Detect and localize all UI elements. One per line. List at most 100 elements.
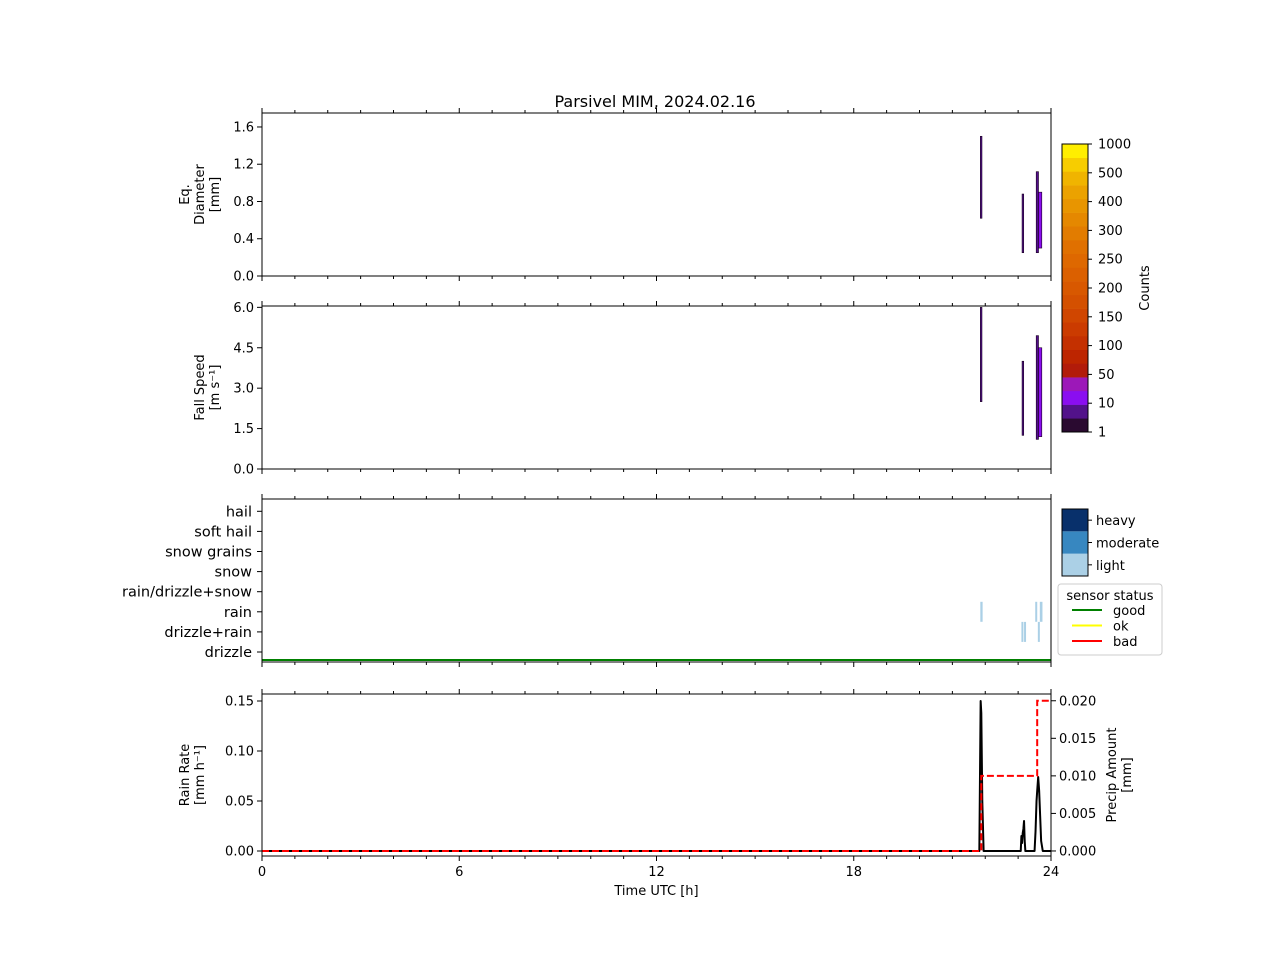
count-cell — [1038, 347, 1043, 437]
fall-speed-panel: 0.0 1.5 3.0 4.5 6.0 Fall Speed[m s⁻¹] — [193, 301, 1052, 478]
precip-type-cell — [980, 601, 983, 622]
axes-frame — [261, 112, 1052, 277]
colorbar-bin — [1062, 390, 1088, 405]
colorbar-bin — [1062, 267, 1088, 282]
colorbar-label: Counts — [1138, 265, 1153, 311]
colorbar-tick-label: 1000 — [1098, 138, 1131, 153]
colorbar-tick-label: 150 — [1098, 310, 1123, 325]
colorbar-tick-label: 50 — [1098, 368, 1115, 383]
colorbar-tick-label: 10 — [1098, 397, 1115, 412]
colorbar-bin — [1062, 253, 1088, 268]
precip-type-cell — [1037, 621, 1040, 642]
category-label: rain/drizzle+snow — [122, 585, 252, 601]
intensity-label-heavy: heavy — [1096, 514, 1136, 529]
y-tick-label: 6.0 — [233, 301, 254, 316]
x-tick-label: 24 — [1043, 865, 1060, 880]
count-cell — [980, 307, 983, 402]
colorbar-bin — [1062, 185, 1088, 200]
axes-frame — [261, 693, 1052, 857]
colorbar-bin — [1062, 281, 1088, 296]
y2-tick-label: 0.005 — [1059, 807, 1096, 822]
y-axis-label: Eq.Diameter[mm] — [178, 164, 223, 225]
precip-amount-line — [262, 699, 1051, 852]
count-cell — [1035, 171, 1039, 254]
colorbar-bin — [1062, 308, 1088, 323]
legend-title: sensor status — [1066, 589, 1153, 604]
y-tick-label: 1.6 — [233, 120, 254, 135]
count-cell — [1038, 191, 1043, 249]
y2-tick-label: 0.020 — [1059, 694, 1096, 709]
y-tick-label: 0.15 — [225, 695, 254, 710]
counts-colorbar: 1 10 50 100 150 200 250 300 400 500 1000 Counts — [1061, 138, 1153, 441]
count-cell — [1035, 335, 1039, 440]
colorbar-bin — [1062, 198, 1088, 213]
y2-tick-label: 0.015 — [1059, 732, 1096, 747]
colorbar-bin — [1062, 363, 1088, 378]
y2-axis-label: Precip Amount[mm] — [1105, 728, 1135, 823]
y-tick-label: 0.10 — [225, 745, 254, 760]
y-tick-label: 4.5 — [233, 341, 254, 356]
intensity-swatch-moderate — [1062, 531, 1088, 554]
y-tick-label: 0.8 — [233, 195, 254, 210]
intensity-swatch-light — [1062, 553, 1088, 576]
colorbar-tick-label: 100 — [1098, 339, 1123, 354]
category-label: rain — [224, 605, 252, 621]
category-label: snow grains — [165, 545, 252, 561]
colorbar-tick-label: 500 — [1098, 166, 1123, 181]
colorbar-bin — [1062, 240, 1088, 255]
y-axis-label: Rain Rate[mm h⁻¹] — [178, 744, 208, 807]
x-tick-label: 6 — [455, 865, 463, 880]
colorbar-tick-label: 400 — [1098, 195, 1123, 210]
x-tick-label: 12 — [648, 865, 665, 880]
rain-panel: 0.00 0.05 0.10 0.15 0.000 0.005 0.010 0.015 0.02… — [178, 689, 1135, 899]
y2-tick-label: 0.010 — [1059, 769, 1096, 784]
precip-type-panel: drizzle drizzle+rain rain rain/drizzle+snow… — [122, 494, 1052, 667]
colorbar-bin — [1062, 377, 1088, 392]
intensity-swatch-heavy — [1062, 509, 1088, 532]
count-cell — [1021, 360, 1025, 436]
legend-label-good: good — [1113, 604, 1145, 619]
colorbar-tick-label: 1 — [1098, 426, 1106, 441]
category-label: snow — [215, 565, 253, 581]
category-label: soft hail — [194, 524, 252, 540]
colorbar-bin — [1062, 226, 1088, 241]
diameter-panel: 0.0 0.4 0.8 1.2 1.6 Eq.Diameter[mm] — [178, 108, 1052, 285]
colorbar-tick-label: 250 — [1098, 253, 1123, 268]
intensity-frame — [1061, 508, 1089, 577]
x-tick-label: 18 — [845, 865, 862, 880]
y-tick-label: 0.00 — [225, 845, 254, 860]
count-cell — [980, 135, 983, 219]
precip-type-cell — [1024, 621, 1027, 642]
y-tick-label: 1.2 — [233, 158, 254, 173]
precip-type-cell — [1021, 621, 1024, 642]
x-axis-label: Time UTC [h] — [613, 884, 698, 899]
colorbar-tick-label: 300 — [1098, 224, 1123, 239]
colorbar-bin — [1062, 171, 1088, 186]
y-tick-label: 0.0 — [233, 463, 254, 478]
y2-tick-label: 0.000 — [1059, 844, 1096, 859]
axes-frame — [261, 498, 1052, 663]
y-tick-label: 3.0 — [233, 382, 254, 397]
y-axis-label: Fall Speed[m s⁻¹] — [193, 354, 223, 420]
x-tick-label: 0 — [258, 865, 266, 880]
colorbar-bin — [1062, 349, 1088, 364]
legend-box — [1057, 583, 1163, 656]
colorbar-tick-label: 200 — [1098, 282, 1123, 297]
y-tick-label: 0.05 — [225, 795, 254, 810]
y-tick-label: 0.0 — [233, 270, 254, 285]
category-label: drizzle+rain — [164, 625, 252, 641]
axes-frame — [261, 305, 1052, 470]
intensity-label-light: light — [1096, 559, 1125, 574]
rain-rate-line — [262, 700, 1051, 852]
colorbar-bin — [1062, 144, 1088, 159]
colorbar-bin — [1062, 294, 1088, 309]
precip-type-cell — [1035, 601, 1038, 622]
colorbar-bin — [1062, 404, 1088, 419]
legend-label-bad: bad — [1113, 635, 1137, 650]
precip-type-cell — [1039, 601, 1043, 622]
intensity-label-moderate: moderate — [1096, 537, 1159, 552]
colorbar-bin — [1062, 322, 1088, 337]
y-tick-label: 0.4 — [233, 232, 254, 247]
category-label: drizzle — [205, 645, 252, 661]
